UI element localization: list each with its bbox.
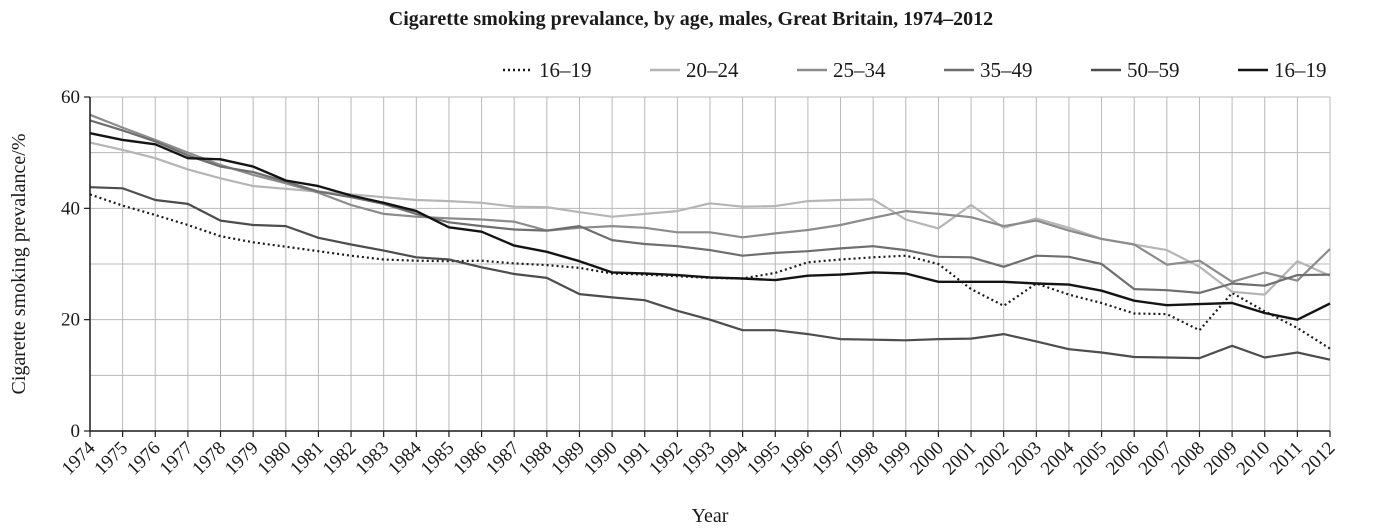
x-tick-label: 2009: [1200, 438, 1242, 480]
x-tick-label: 2011: [1266, 438, 1307, 479]
y-tick-label: 40: [61, 198, 80, 219]
chart-title: Cigarette smoking prevalance, by age, ma…: [388, 8, 994, 30]
x-tick-label: 1993: [678, 438, 720, 480]
series-lines: [89, 113, 1331, 361]
x-tick-label: 2008: [1167, 438, 1209, 480]
series-line-5: [89, 132, 1331, 321]
legend: 16–19 20–24 25–34 35–49 50–59 16–19: [503, 58, 1327, 82]
x-tick-label: 1977: [156, 438, 198, 480]
legend-label-5: 16–19: [1274, 58, 1327, 82]
x-tick-label: 1999: [874, 438, 916, 480]
y-tick-label: 20: [61, 310, 80, 331]
y-tick-labels: 0 20 40 60: [61, 87, 90, 442]
x-tick-label: 2004: [1037, 437, 1079, 479]
x-tick-label: 1998: [841, 438, 883, 480]
x-tick-label: 2002: [972, 438, 1014, 480]
series-line-2: [89, 113, 1331, 283]
legend-label-2: 25–34: [833, 58, 886, 82]
x-tick-label: 1996: [776, 438, 818, 480]
x-tick-label: 1985: [417, 438, 459, 480]
x-tick-label: 1980: [254, 438, 296, 480]
x-tick-label: 1990: [580, 438, 622, 480]
legend-label-1: 20–24: [686, 58, 739, 82]
x-tick-label: 1986: [449, 438, 491, 480]
x-tick-label: 1984: [384, 437, 426, 479]
x-axis-title: Year: [692, 505, 729, 527]
x-tick-label: 1991: [613, 438, 655, 480]
y-axis-title: Cigarette smoking prevalance/%: [8, 133, 30, 394]
x-tick-label: 1981: [286, 438, 328, 480]
series-line-3: [89, 119, 1331, 294]
x-tick-label: 1982: [319, 438, 361, 480]
x-tick-label: 1978: [188, 438, 230, 480]
x-tick-label: 2001: [939, 438, 981, 480]
x-tick-label: 1988: [515, 438, 557, 480]
x-tick-label: 1994: [710, 437, 752, 479]
x-tick-label: 2010: [1233, 438, 1275, 480]
x-tick-label: 2000: [906, 438, 948, 480]
x-tick-label: 2003: [1004, 438, 1046, 480]
legend-label-3: 35–49: [980, 58, 1033, 82]
y-tick-label: 60: [61, 87, 80, 108]
x-tick-label: 1974: [58, 437, 100, 479]
x-tick-label: 2005: [1069, 438, 1111, 480]
x-tick-labels: 1974197519761977197819791980198119821983…: [58, 431, 1340, 479]
x-tick-label: 1976: [123, 438, 165, 480]
y-tick-label: 0: [71, 421, 81, 442]
x-tick-label: 2006: [1102, 438, 1144, 480]
x-tick-label: 1992: [645, 438, 687, 480]
series-line-4: [89, 186, 1331, 361]
x-tick-label: 1975: [90, 438, 132, 480]
x-tick-label: 1997: [808, 438, 850, 480]
x-tick-label: 1987: [482, 438, 524, 480]
x-tick-label: 2012: [1298, 438, 1340, 480]
legend-label-4: 50–59: [1127, 58, 1180, 82]
legend-label-0: 16–19: [539, 58, 592, 82]
x-tick-label: 1983: [352, 438, 394, 480]
x-tick-label: 2007: [1135, 438, 1177, 480]
x-tick-label: 1979: [221, 438, 263, 480]
gridlines: [90, 96, 1331, 431]
x-tick-label: 1995: [743, 438, 785, 480]
x-tick-label: 1989: [547, 438, 589, 480]
